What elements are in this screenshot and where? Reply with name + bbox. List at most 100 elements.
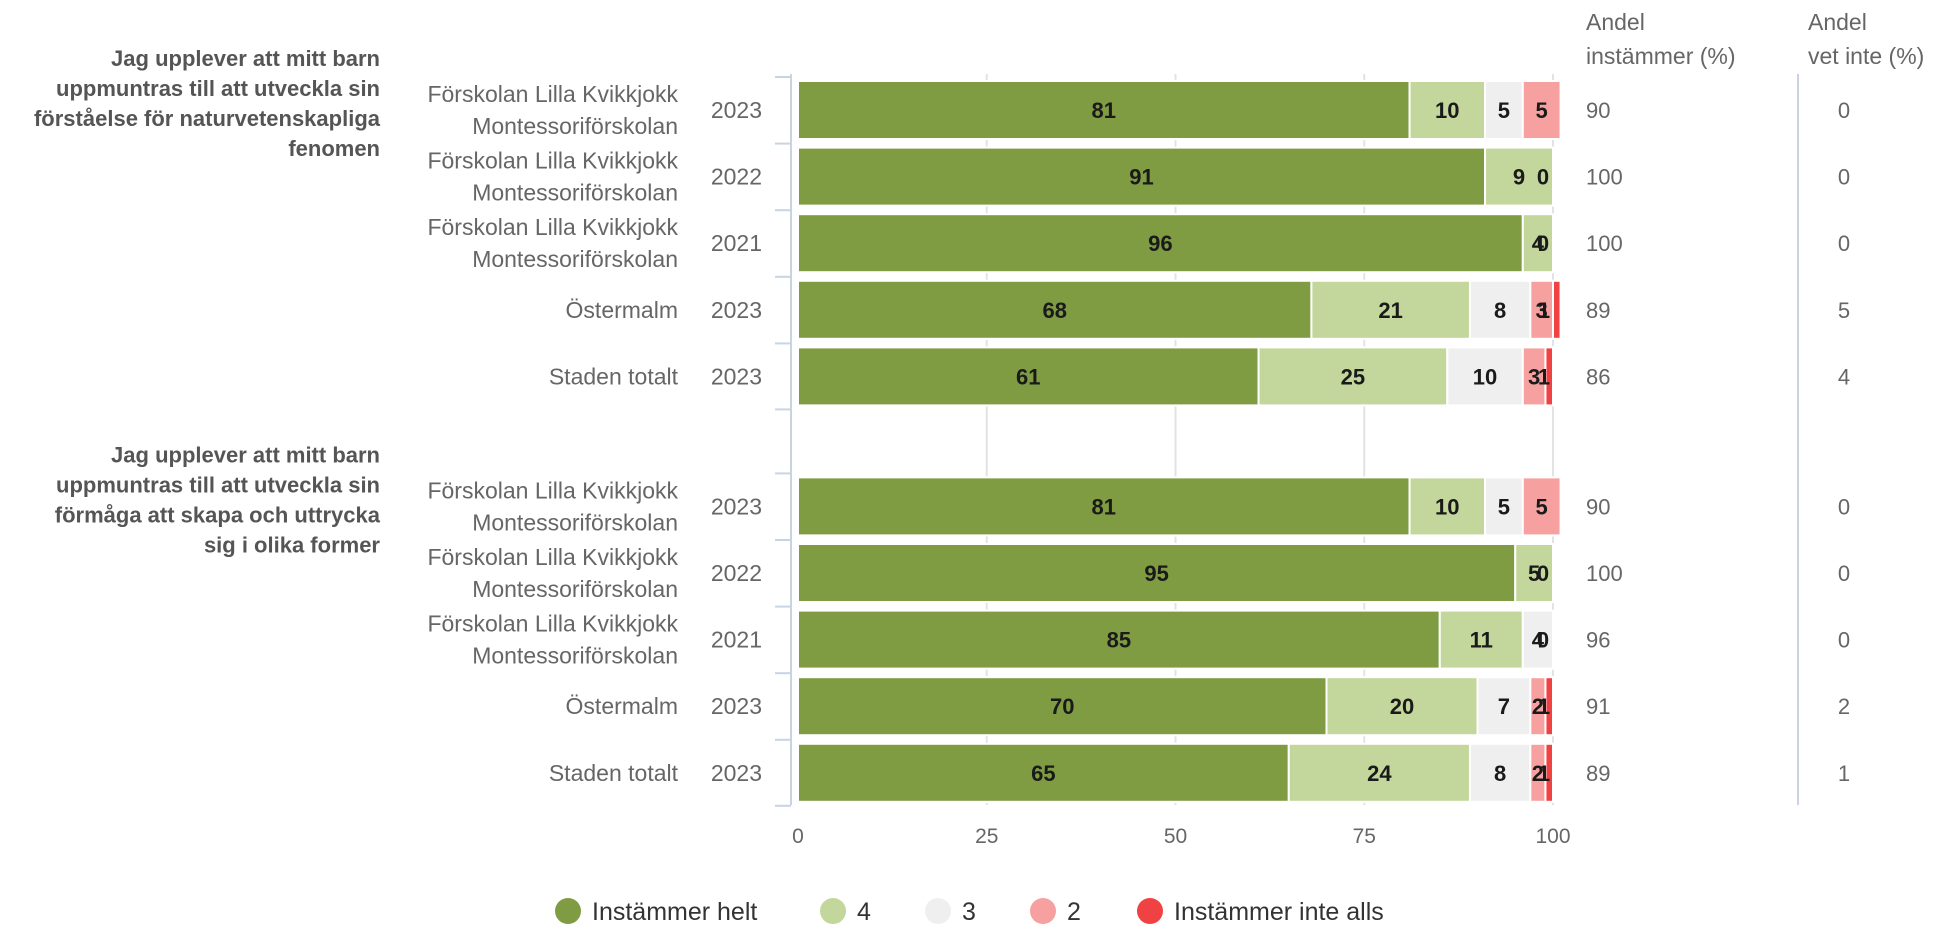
legend-marker xyxy=(555,898,581,924)
bar-segment xyxy=(797,476,1411,537)
segment-value-label: 1 xyxy=(1538,761,1550,786)
x-tick-label: 0 xyxy=(792,825,804,848)
legend-label: 2 xyxy=(1067,898,1081,925)
question-title: fenomen xyxy=(288,136,380,161)
segment-value-label: 1 xyxy=(1538,298,1550,323)
bar-segment xyxy=(1446,346,1524,407)
segment-value-label: 5 xyxy=(1498,494,1510,519)
row-label: Förskolan Lilla Kvikkjokk xyxy=(427,214,678,240)
segment-value-label: 24 xyxy=(1367,761,1392,786)
year-label: 2023 xyxy=(711,297,762,323)
question-title: förståelse för naturvetenskapliga xyxy=(34,106,381,131)
segment-value-label: 0 xyxy=(1537,231,1549,256)
bar-segment xyxy=(797,676,1328,737)
dontknow-value: 0 xyxy=(1838,628,1850,653)
segment-value-label: 2 xyxy=(1532,694,1544,719)
row-label: Förskolan Lilla Kvikkjokk xyxy=(427,611,678,637)
bar-segment xyxy=(1544,742,1554,803)
question-title: uppmuntras till att utveckla sin xyxy=(56,472,380,497)
legend-marker xyxy=(1137,898,1163,924)
agree-value: 91 xyxy=(1586,694,1610,719)
bar-segment xyxy=(797,213,1524,274)
row-label: Montessoriförskolan xyxy=(472,246,678,272)
legend-marker xyxy=(925,898,951,924)
bar-segment xyxy=(1552,279,1562,340)
segment-value-label: 68 xyxy=(1042,298,1066,323)
dontknow-column-header: vet inte (%) xyxy=(1808,43,1924,69)
row-label: Staden totalt xyxy=(549,363,679,389)
question-title: förmåga att skapa och uttrycka xyxy=(55,502,381,527)
bar-segment xyxy=(1438,609,1524,670)
segment-value-label: 10 xyxy=(1435,494,1459,519)
bar-segment xyxy=(1544,676,1554,737)
bar-segment xyxy=(1310,279,1471,340)
question-title: sig i olika former xyxy=(204,532,380,557)
bar-segment xyxy=(1521,80,1562,140)
bar-segment xyxy=(1408,80,1487,140)
bar-segment xyxy=(1476,676,1532,737)
row-label: Montessoriförskolan xyxy=(472,113,678,139)
dontknow-value: 0 xyxy=(1838,165,1850,190)
row-label: Östermalm xyxy=(566,693,678,719)
row-label: Montessoriförskolan xyxy=(472,509,678,535)
segment-value-label: 8 xyxy=(1494,298,1506,323)
segment-value-label: 1 xyxy=(1538,364,1550,389)
x-tick-label: 75 xyxy=(1353,825,1376,848)
agree-value: 90 xyxy=(1586,494,1610,519)
segment-value-label: 7 xyxy=(1498,694,1510,719)
bar-segment xyxy=(1287,742,1471,803)
segment-value-label: 5 xyxy=(1498,98,1510,123)
row-label: Staden totalt xyxy=(549,760,679,786)
segment-value-label: 4 xyxy=(1532,231,1545,256)
segment-value-label: 10 xyxy=(1435,98,1459,123)
year-label: 2022 xyxy=(711,164,762,190)
segment-value-label: 3 xyxy=(1528,364,1540,389)
agree-column-header: instämmer (%) xyxy=(1586,43,1736,69)
agree-column-header: Andel xyxy=(1586,9,1645,35)
bar-segment xyxy=(1484,476,1524,537)
legend-marker xyxy=(820,898,846,924)
segment-value-label: 21 xyxy=(1378,298,1402,323)
bar-segment xyxy=(1484,146,1555,207)
row-label: Förskolan Lilla Kvikkjokk xyxy=(427,477,678,503)
segment-value-label: 20 xyxy=(1390,694,1414,719)
segment-value-label: 61 xyxy=(1016,364,1040,389)
legend-label: Instämmer helt xyxy=(592,898,757,925)
dontknow-value: 2 xyxy=(1838,694,1850,719)
segment-value-label: 65 xyxy=(1031,761,1055,786)
bar-segment xyxy=(1325,676,1479,737)
segment-value-label: 0 xyxy=(1537,561,1549,586)
row-label: Montessoriförskolan xyxy=(472,643,678,669)
segment-value-label: 8 xyxy=(1494,761,1506,786)
dontknow-column-header: Andel xyxy=(1808,9,1867,35)
dontknow-value: 0 xyxy=(1838,494,1850,519)
segment-value-label: 96 xyxy=(1148,231,1172,256)
segment-value-label: 4 xyxy=(1532,628,1545,653)
agree-value: 100 xyxy=(1586,561,1623,586)
segment-value-label: 1 xyxy=(1538,694,1550,719)
question-title: Jag upplever att mitt barn xyxy=(111,46,380,71)
row-label: Förskolan Lilla Kvikkjokk xyxy=(427,544,678,570)
agree-value: 86 xyxy=(1586,364,1610,389)
dontknow-value: 0 xyxy=(1838,231,1850,256)
segment-value-label: 2 xyxy=(1532,761,1544,786)
segment-value-label: 25 xyxy=(1341,364,1365,389)
bar-segment xyxy=(797,80,1411,140)
agree-value: 96 xyxy=(1586,628,1610,653)
row-label: Montessoriförskolan xyxy=(472,576,678,602)
legend-label: 3 xyxy=(962,898,976,925)
segment-value-label: 3 xyxy=(1536,298,1548,323)
dontknow-value: 4 xyxy=(1838,364,1850,389)
year-label: 2023 xyxy=(711,760,762,786)
year-label: 2023 xyxy=(711,97,762,123)
segment-value-label: 10 xyxy=(1473,364,1497,389)
x-tick-label: 50 xyxy=(1164,825,1187,848)
bar-segment xyxy=(1484,80,1524,140)
year-label: 2021 xyxy=(711,230,762,256)
row-label: Förskolan Lilla Kvikkjokk xyxy=(427,148,678,174)
row-label: Östermalm xyxy=(566,297,678,323)
segment-value-label: 5 xyxy=(1528,561,1540,586)
segment-value-label: 91 xyxy=(1129,165,1153,190)
segment-value-label: 85 xyxy=(1107,628,1131,653)
